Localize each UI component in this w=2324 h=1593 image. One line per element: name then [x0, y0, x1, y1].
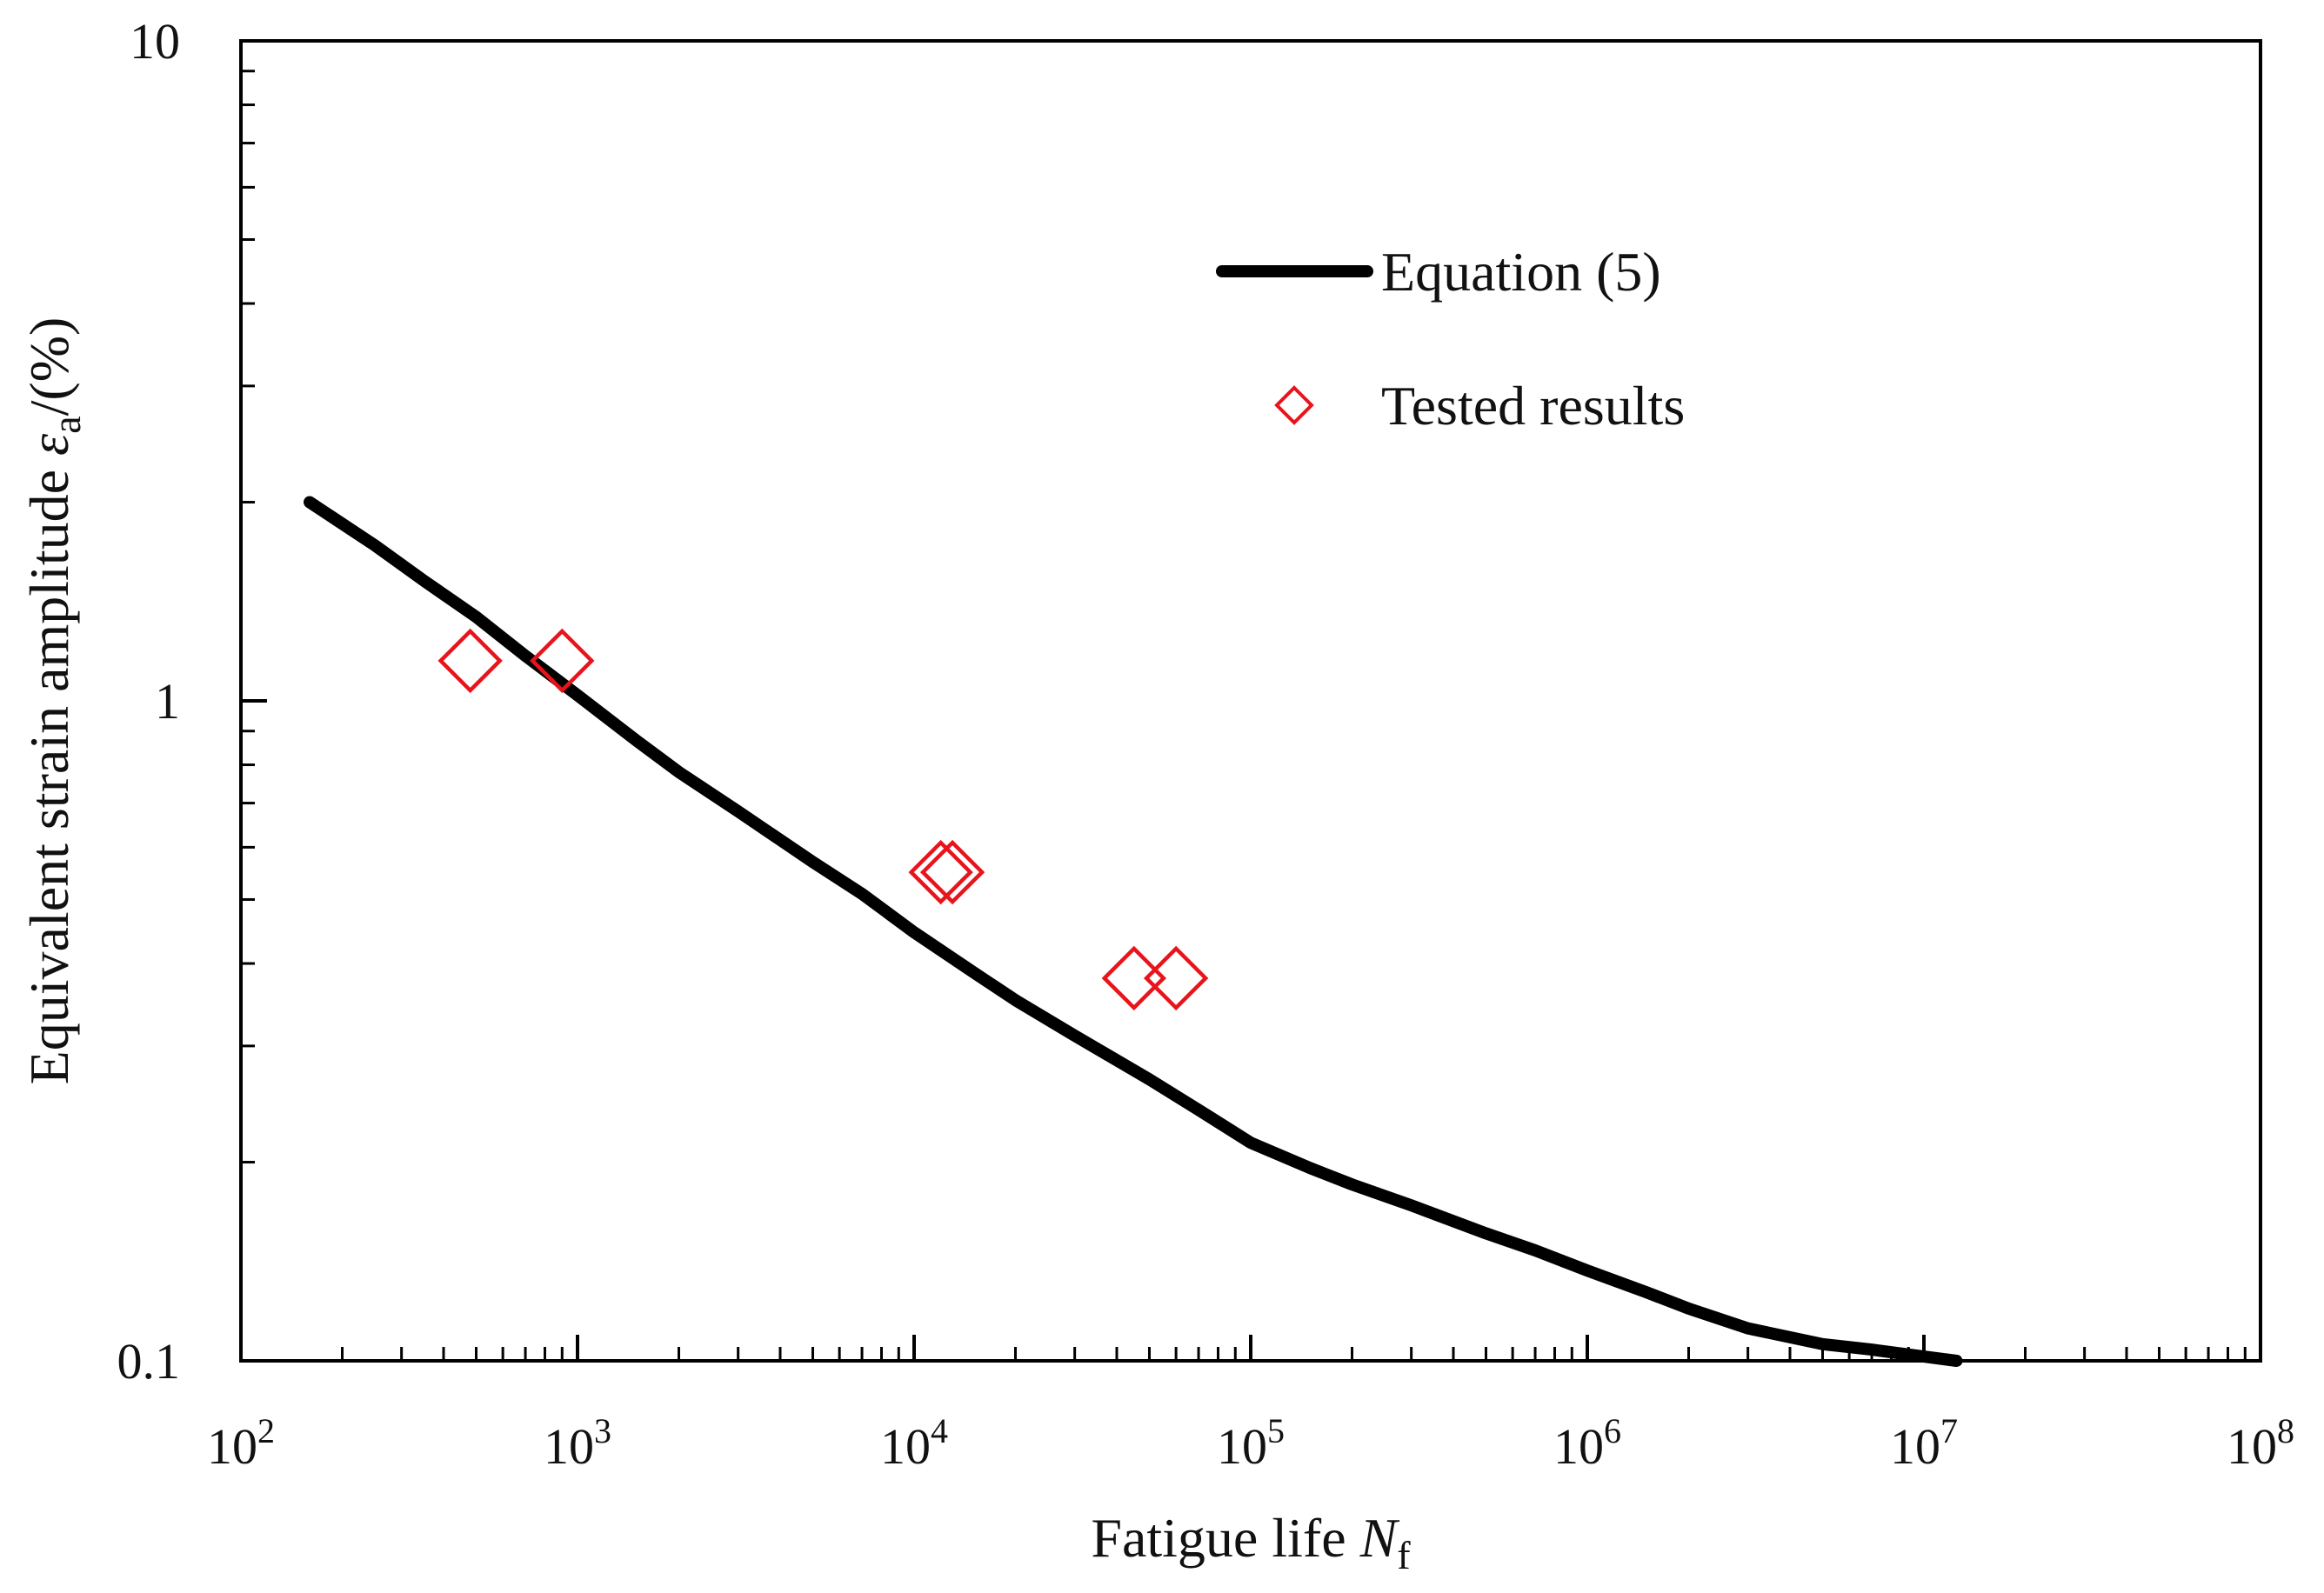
plot-area [239, 39, 2262, 1363]
tested-result-marker [530, 628, 595, 694]
y-axis-title: Equivalent strain amplitude εa/(%) [18, 317, 89, 1085]
y-tick-label: 1 [155, 673, 180, 730]
x-tick-label: 103 [544, 1411, 611, 1475]
equation-5-line [304, 496, 1963, 1367]
x-tick-label: 105 [1217, 1411, 1285, 1475]
major-ticks [239, 39, 2262, 1363]
minor-ticks [241, 70, 2247, 1361]
tested-result-marker [1143, 945, 1209, 1011]
tested-result-marker [437, 628, 503, 694]
tested-result-marker [908, 839, 973, 905]
tested-result-marker [919, 839, 985, 905]
legend-label-tested: Tested results [1381, 375, 1685, 437]
y-axis-tick-labels: 0.1 1 10 [117, 13, 181, 1390]
x-axis-tick-labels: 102 103 104 105 106 107 108 [207, 1411, 2294, 1475]
x-tick-label: 106 [1553, 1411, 1621, 1475]
x-tick-label: 104 [880, 1411, 948, 1475]
legend-diamond-swatch [1274, 385, 1314, 425]
x-tick-label: 102 [207, 1411, 275, 1475]
legend: Equation (5) Tested results [1216, 241, 1685, 437]
x-axis-title: Fatigue life Nf [1091, 1507, 1411, 1577]
tested-result-marker [1101, 945, 1166, 1011]
x-tick-label: 107 [1890, 1411, 1958, 1475]
y-tick-label: 10 [130, 13, 180, 70]
x-tick-label: 108 [2227, 1411, 2294, 1475]
y-tick-label: 0.1 [117, 1333, 181, 1390]
tested-results-markers [437, 628, 1209, 1011]
legend-label-equation: Equation (5) [1381, 241, 1661, 303]
